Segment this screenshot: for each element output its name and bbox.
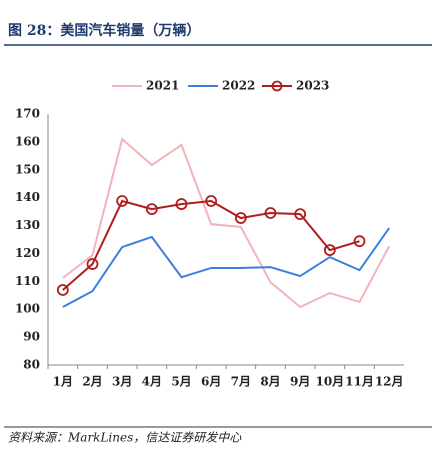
y-tick-label: 170	[15, 107, 40, 121]
legend-label: 2022	[222, 79, 255, 93]
y-tick-label: 90	[23, 330, 40, 344]
point	[234, 212, 247, 224]
series-line	[62, 199, 360, 291]
x-tick-label: 8月	[260, 375, 280, 389]
x-tick-label: 5月	[171, 375, 191, 389]
point	[116, 195, 129, 207]
point	[264, 207, 277, 219]
x-tick-label: 11月	[345, 375, 374, 389]
y-tick-label: 130	[15, 218, 40, 232]
y-tick-label: 120	[15, 246, 40, 260]
x-tick-label: 9月	[290, 375, 310, 389]
x-tick-label: 6月	[201, 375, 221, 389]
y-tick-label: 140	[15, 190, 40, 204]
x-tick-label: 12月	[375, 375, 404, 389]
y-tick-label: 100	[15, 302, 40, 316]
y-tick-label: 150	[15, 162, 40, 176]
legend-marker	[271, 80, 283, 92]
x-tick-label: 10月	[315, 375, 344, 389]
point	[145, 203, 158, 216]
x-tick-label: 3月	[112, 375, 132, 389]
x-tick-label: 2月	[82, 375, 102, 389]
chart-title: 图 28：美国汽车销量（万辆）	[8, 22, 200, 39]
y-tick-label: 110	[15, 274, 40, 288]
legend-label: 2023	[296, 79, 329, 93]
point	[205, 195, 218, 207]
point	[86, 258, 99, 270]
point	[175, 198, 188, 210]
x-tick-label: 4月	[142, 375, 162, 389]
source: 资料来源：MarkLines，信达证券研发中心	[8, 431, 242, 445]
point	[353, 235, 366, 248]
x-tick-label: 1月	[53, 375, 73, 389]
point	[56, 284, 69, 296]
legend-label: 2021	[146, 79, 179, 93]
y-tick-label: 80	[23, 358, 40, 372]
x-tick-label: 7月	[231, 375, 251, 389]
y-tick-label: 160	[15, 134, 40, 148]
series-line	[62, 137, 391, 309]
series-line	[62, 227, 390, 308]
point	[323, 244, 336, 256]
point	[294, 208, 307, 221]
